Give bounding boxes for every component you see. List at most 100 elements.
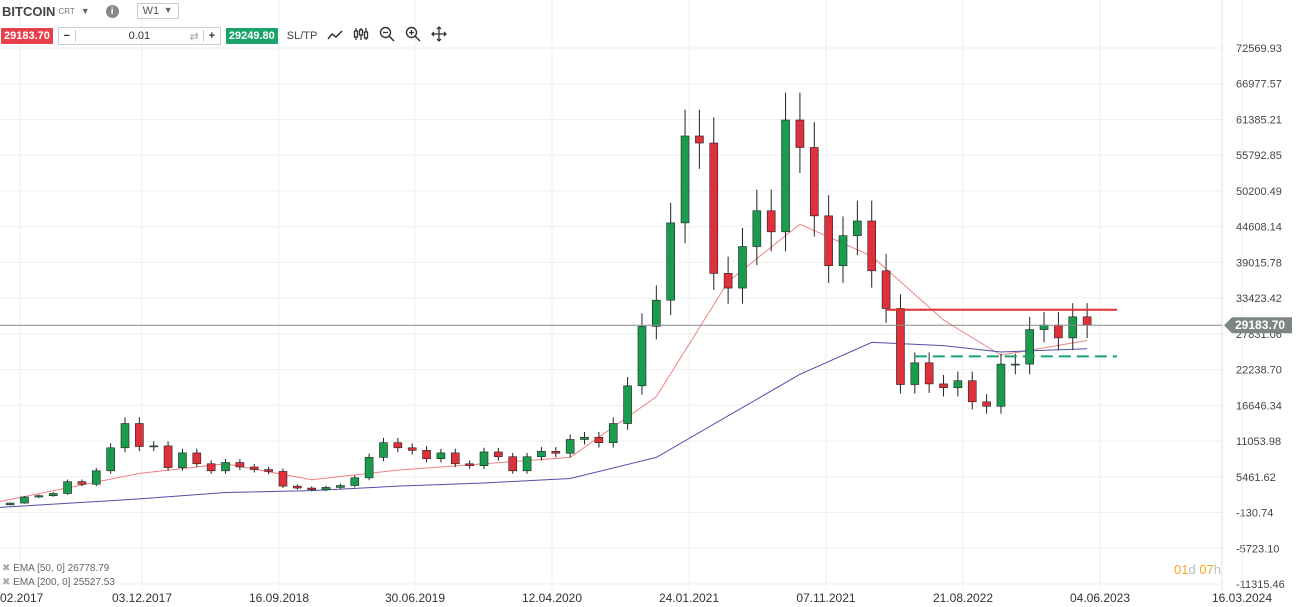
sltp-button[interactable]: SL/TP: [286, 29, 318, 42]
x-tick-label: 04.06.2023: [1070, 591, 1130, 605]
candle-down: [766, 210, 776, 233]
ema200-line: [0, 341, 1088, 508]
candle-up: [752, 210, 762, 247]
x-tick-label: 07.11.2021: [796, 591, 855, 605]
y-tick-label: 72569.93: [1236, 43, 1282, 55]
candle-up: [379, 442, 388, 458]
candle-up: [1011, 363, 1020, 366]
candle-down: [508, 456, 518, 472]
x-tick-label: 16.09.2018: [249, 591, 309, 605]
candle-down: [407, 447, 417, 451]
x-tick-label: 03.12.2017: [112, 591, 172, 605]
move-icon[interactable]: [431, 26, 448, 45]
timeframe-value: W1: [142, 5, 160, 17]
zoom-out-icon[interactable]: [379, 26, 395, 45]
candle-up: [336, 485, 345, 488]
candle-down: [450, 452, 460, 465]
candle-up: [738, 246, 747, 289]
increase-button[interactable]: +: [208, 29, 216, 42]
x-tick-label: 21.08.2022: [933, 591, 993, 605]
trade-bar: 29183.70 − 0.01 ⇄ + 29249.80 SL/TP: [1, 26, 448, 45]
zoom-in-icon[interactable]: [405, 26, 421, 45]
decrease-button[interactable]: −: [63, 29, 71, 42]
candle-down: [881, 270, 891, 309]
candle-up: [953, 380, 963, 389]
candle-down: [824, 215, 833, 266]
candle-down: [924, 362, 934, 385]
ema50-legend[interactable]: ✖ EMA [50, 0] 26778.79: [2, 563, 109, 574]
y-tick-label: -130.74: [1236, 508, 1273, 520]
timeframe-select[interactable]: W1 ▼: [136, 3, 179, 19]
ema200-label: EMA [200, 0] 25527.53: [13, 577, 115, 588]
ema50-line: [0, 223, 1088, 503]
countdown-hours: 07: [1199, 562, 1214, 577]
candle-up: [48, 493, 58, 497]
y-tick-label: 16646.34: [1236, 400, 1282, 412]
candle-up: [149, 445, 159, 448]
y-tick-label: 61385.21: [1236, 114, 1282, 126]
line-chart-icon[interactable]: [327, 28, 343, 44]
candle-up: [608, 423, 618, 443]
candle-down: [135, 423, 144, 447]
candle-up: [91, 470, 101, 485]
candle-down: [939, 383, 948, 389]
ema200-legend[interactable]: ✖ EMA [200, 0] 25527.53: [2, 577, 115, 588]
candles-icon[interactable]: [353, 27, 369, 44]
candle-up: [178, 452, 187, 468]
x-tick-label: 24.01.2021: [659, 591, 719, 605]
candle-down: [795, 119, 805, 148]
remove-icon[interactable]: ✖: [2, 577, 11, 588]
candle-down: [867, 220, 877, 272]
candle-up: [221, 462, 230, 472]
candle-up: [623, 385, 632, 424]
remove-icon[interactable]: ✖: [2, 563, 11, 574]
candle-up: [63, 481, 72, 494]
countdown-d: d: [1188, 562, 1196, 577]
countdown-days: 01: [1174, 562, 1189, 577]
chevron-down-icon: ▼: [163, 5, 173, 15]
candle-down: [307, 487, 316, 490]
y-tick-label: 11053.98: [1236, 436, 1281, 448]
candle-down: [896, 308, 905, 385]
candle-up: [34, 495, 44, 498]
symbol-bar: BITCOIN CRT ▼ i W1 ▼: [2, 3, 179, 19]
x-tick-label: 12.04.2020: [522, 591, 582, 605]
quantity-value: 0.01: [128, 29, 151, 42]
quantity-stepper[interactable]: − 0.01 ⇄ +: [57, 26, 221, 45]
y-tick-label: 22238.70: [1236, 365, 1282, 377]
candle-down: [422, 450, 431, 459]
candle-down: [982, 401, 991, 407]
candle-down: [293, 485, 302, 489]
candle-up: [652, 299, 661, 327]
sell-button[interactable]: 29183.70: [1, 27, 53, 44]
x-tick-label: 16.03.2024: [1212, 591, 1272, 605]
candle-down: [967, 380, 977, 403]
buy-button[interactable]: 29249.80: [225, 27, 278, 44]
info-icon[interactable]: i: [105, 4, 119, 18]
y-tick-label: 66977.57: [1236, 79, 1282, 91]
candle-down: [594, 436, 604, 443]
candle-down: [1054, 324, 1063, 339]
countdown-h: h: [1213, 562, 1222, 577]
candle-up: [996, 363, 1006, 407]
quantity-input[interactable]: 0.01 ⇄: [74, 29, 204, 43]
swap-icon[interactable]: ⇄: [189, 30, 199, 43]
y-tick-label: -5723.10: [1236, 543, 1279, 555]
candle-down: [192, 452, 202, 465]
candle-up: [637, 326, 647, 387]
candle-down: [723, 273, 733, 289]
candle-down: [278, 471, 288, 487]
symbol-dropdown-icon[interactable]: ▼: [80, 6, 90, 16]
candle-up: [838, 235, 848, 266]
x-tick-label: .02.2017: [0, 591, 44, 605]
symbol-type: CRT: [58, 6, 75, 16]
candle-up: [1025, 329, 1034, 365]
y-tick-label: -11315.46: [1236, 579, 1285, 591]
x-tick-label: 30.06.2019: [385, 591, 445, 605]
candle-down: [709, 142, 719, 274]
candle-up: [522, 456, 532, 472]
candle-up: [910, 362, 920, 385]
candle-down: [206, 463, 216, 472]
symbol-name[interactable]: BITCOIN: [2, 3, 56, 19]
